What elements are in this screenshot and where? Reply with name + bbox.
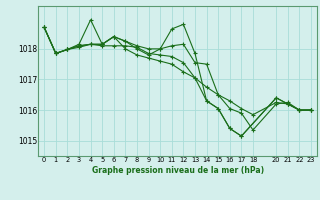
X-axis label: Graphe pression niveau de la mer (hPa): Graphe pression niveau de la mer (hPa): [92, 166, 264, 175]
